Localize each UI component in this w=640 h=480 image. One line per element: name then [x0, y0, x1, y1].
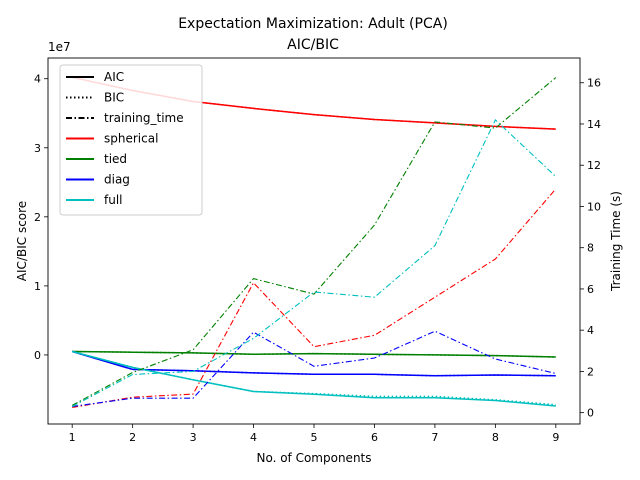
right-y-tick-label: 12 — [587, 159, 601, 172]
legend-frame — [59, 64, 203, 216]
right-y-tick-label: 10 — [587, 200, 601, 213]
legend-label: full — [104, 193, 123, 207]
legend-label: spherical — [104, 132, 158, 146]
legend-label: AIC — [104, 70, 124, 84]
left-y-tick-label: 0 — [34, 349, 41, 362]
full-AIC-line — [72, 350, 556, 407]
legend-label: BIC — [104, 91, 124, 105]
left-y-tick-label: 1 — [34, 280, 41, 293]
x-axis-label: No. of Components — [256, 451, 371, 465]
left-axis-offset-label: 1e7 — [48, 40, 71, 54]
right-y-tick-label: 4 — [587, 324, 594, 337]
spherical-training-time-line — [72, 188, 557, 409]
full-training-time-line — [71, 118, 557, 407]
legend: AIC BIC training_time spherical tied diag full — [59, 64, 203, 216]
x-tick-label: 2 — [129, 431, 136, 444]
tied-BIC-line — [72, 350, 556, 358]
diag-training-time-line — [72, 330, 556, 408]
x-tick-label: 4 — [250, 431, 257, 444]
left-y-tick-label: 3 — [34, 142, 41, 155]
x-tick-label: 3 — [190, 431, 197, 444]
x-tick-label: 9 — [552, 431, 559, 444]
right-y-tick-label: 2 — [587, 365, 594, 378]
plot-frame — [47, 57, 581, 425]
right-y-tick-label: 8 — [587, 242, 594, 255]
right-y-tick-label: 6 — [587, 283, 594, 296]
x-tick-label: 5 — [311, 431, 318, 444]
full-BIC-line — [72, 350, 556, 406]
legend-label: tied — [104, 152, 127, 166]
left-y-axis-label: AIC/BIC score — [15, 201, 29, 281]
right-y-tick-label: 0 — [587, 407, 594, 420]
chart-title: Expectation Maximization: Adult (PCA) — [178, 16, 448, 32]
left-y-tick-label: 2 — [34, 211, 41, 224]
series-layer — [71, 76, 557, 409]
left-y-tick-label: 4 — [34, 73, 41, 86]
right-y-tick-label: 14 — [587, 118, 601, 131]
x-tick-label: 1 — [69, 431, 76, 444]
diag-BIC-line — [71, 350, 556, 377]
x-tick-label: 6 — [371, 431, 378, 444]
right-y-axis-label: Training Time (s) — [609, 191, 623, 292]
right-y-tick-label: 16 — [587, 77, 601, 90]
legend-label: diag — [104, 173, 130, 187]
spherical-BIC-line — [72, 76, 556, 130]
x-tick-label: 7 — [431, 431, 438, 444]
x-tick-label: 8 — [492, 431, 499, 444]
tied-training-time-line — [71, 77, 557, 406]
legend-label: training_time — [104, 111, 184, 125]
chart-subtitle: AIC/BIC — [287, 37, 339, 53]
